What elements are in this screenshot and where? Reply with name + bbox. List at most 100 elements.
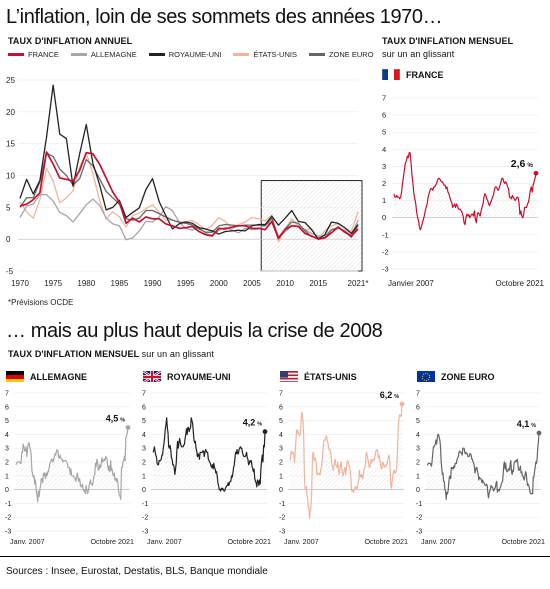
y-tick-label: 0 (416, 487, 420, 494)
zone-euro-header: ZONE EURO (417, 371, 495, 382)
series-line-allemagne (15, 427, 129, 503)
bottom-subtitle-bold: TAUX D'INFLATION MENSUEL (8, 349, 140, 359)
y-tick-label: 3 (279, 446, 283, 453)
y-tick-label: 0 (5, 487, 9, 494)
y-tick-label: -1 (5, 501, 11, 508)
y-tick-label: 4 (416, 432, 420, 439)
y-tick-label: 1 (5, 473, 9, 480)
royaume-uni-country-label: ROYAUME-UNI (167, 371, 231, 382)
etats-unis-monthly-chart: -3 -2 -1 0 1 2 3 4 5 6 7 6,2 % Janv. 2007 Octobre 2021 (279, 390, 408, 546)
last-value-unit: % (527, 162, 533, 169)
legend-item-zone-euro: ZONE EURO (308, 50, 374, 59)
y-tick-label: 1 (279, 473, 283, 480)
allemagne-monthly-chart: -3 -2 -1 0 1 2 3 4 5 6 7 4,5 % Janv. 2007 Octobre 2021 (5, 391, 134, 547)
y-tick-label: 4 (279, 432, 283, 439)
x-start-label: Janv. 2007 (147, 537, 182, 546)
y-tick-label: 6 (416, 404, 420, 411)
y-tick-label: 7 (279, 391, 283, 398)
bottom-subtitle-light: sur un an glissant (141, 349, 214, 359)
x-end-label: Octobre 2021 (227, 537, 271, 546)
last-value-unit: % (120, 418, 125, 424)
y-tick-label: -3 (279, 529, 285, 536)
y-tick-label: 5 (382, 128, 386, 137)
last-value-unit: % (394, 394, 399, 400)
x-tick-label: 1985 (111, 279, 129, 288)
y-tick-label: -2 (279, 515, 285, 522)
france-subtitle-2: sur un an glissant (382, 49, 455, 59)
x-start-label: Janv. 2007 (284, 537, 319, 546)
series-line-royaume-uni (19, 84, 359, 240)
france-flag-icon (382, 69, 400, 80)
y-tick-label: 2 (5, 460, 9, 467)
y-tick-label: 7 (382, 94, 386, 103)
y-tick-label: 20 (6, 108, 15, 117)
sources: Sources : Insee, Eurostat, Destatis, BLS… (6, 566, 268, 577)
y-tick-label: 5 (279, 418, 283, 425)
y-tick-label: -2 (5, 515, 11, 522)
legend-swatch (70, 53, 87, 56)
y-tick-label: 3 (416, 446, 420, 453)
y-tick-label: -2 (142, 515, 148, 522)
legend-swatch (148, 53, 165, 56)
y-tick-label: 7 (142, 391, 146, 398)
legend-label: ROYAUME-UNI (168, 50, 222, 59)
area-fill (290, 404, 402, 519)
y-tick-label: -1 (279, 501, 285, 508)
y-tick-label: 4 (382, 145, 386, 154)
x-tick-label: 1990 (144, 279, 162, 288)
last-value-label: 2,6% (511, 158, 534, 170)
legend-item-royaume-uni: ROYAUME-UNI (148, 50, 222, 59)
zone-euro-monthly-chart: -3 -2 -1 0 1 2 3 4 5 6 7 4,1 % Janv. 2007 Octobre 2021 (416, 391, 545, 547)
eu-flag-icon (417, 371, 435, 382)
y-tick-label: -5 (6, 267, 14, 276)
y-tick-label: 3 (382, 162, 386, 171)
bottom-title: … mais au plus haut depuis la crise de 2… (6, 320, 383, 342)
annual-subtitle: TAUX D'INFLATION ANNUEL (8, 36, 133, 46)
last-value-dot (399, 401, 405, 407)
series-line-etats-unis (289, 404, 403, 520)
royaume-uni-monthly-chart: -3 -2 -1 0 1 2 3 4 5 6 7 4,2 % Janv. 2007 Octobre 2021 (142, 391, 271, 547)
last-value-label: 4,1% (517, 419, 537, 429)
x-tick-label: 2010 (276, 279, 294, 288)
bottom-subtitle: TAUX D'INFLATION MENSUEL sur un an gliss… (8, 349, 214, 359)
legend-label: FRANCE (28, 50, 59, 59)
y-tick-label: 6 (382, 111, 386, 120)
allemagne-country-label: ALLEMAGNE (30, 371, 87, 382)
series-line-zone-euro (427, 432, 540, 500)
y-tick-label: 4 (142, 432, 146, 439)
last-value-dot (262, 429, 268, 435)
y-tick-label: 4 (5, 432, 9, 439)
legend-label: ALLEMAGNE (90, 50, 137, 59)
last-value-label: 6,2% (380, 390, 400, 400)
y-tick-label: 5 (142, 418, 146, 425)
etats-unis-country-label: ÉTATS-UNIS (304, 371, 357, 382)
separator-rule (0, 556, 550, 557)
x-end-label: Octobre 2021 (496, 279, 545, 288)
last-value-number: 4,1 (517, 419, 530, 429)
last-value-label: 4,2% (243, 418, 263, 428)
legend-label: ÉTATS-UNIS (253, 50, 297, 59)
y-tick-label: 2 (279, 460, 283, 467)
x-tick-label: 1980 (77, 279, 95, 288)
y-tick-label: 7 (5, 391, 9, 398)
y-tick-label: 3 (5, 446, 9, 453)
last-value-dot (125, 425, 131, 430)
x-start-label: Janv. 2007 (421, 537, 456, 546)
last-value-dot (533, 170, 539, 176)
france-country-label: FRANCE (406, 69, 444, 80)
y-tick-label: -1 (416, 501, 422, 508)
usa-flag-icon (280, 371, 298, 382)
y-tick-label: 1 (142, 473, 146, 480)
last-value-unit: % (531, 423, 536, 429)
y-tick-label: 1 (416, 473, 420, 480)
series-line-france (19, 151, 359, 241)
uk-flag-icon (143, 371, 161, 382)
france-monthly-chart: -3 -2 -1 0 1 2 3 4 5 6 7 2,6 % Janvier 2007 Octobre 20… (382, 94, 545, 289)
y-tick-label: 0 (382, 213, 386, 222)
allemagne-header: ALLEMAGNE (6, 371, 87, 382)
y-tick-label: 5 (5, 418, 9, 425)
series-line-france (393, 152, 537, 231)
legend-item-etats-unis: ÉTATS-UNIS (233, 50, 297, 59)
y-tick-label: 6 (5, 404, 9, 411)
legend-swatch (8, 53, 24, 56)
